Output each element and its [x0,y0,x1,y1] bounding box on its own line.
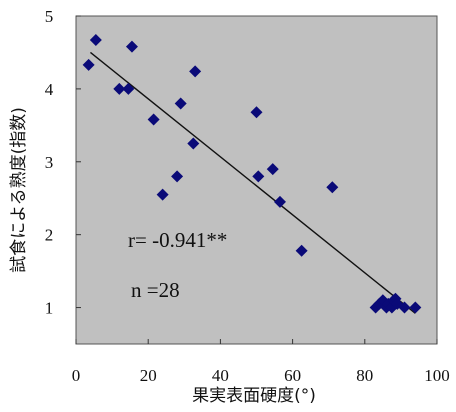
x-tick-label: 20 [140,366,157,385]
x-tick-label: 80 [356,366,373,385]
y-tick-label: 1 [45,299,54,318]
data-point [409,301,422,314]
y-tick-label: 2 [45,226,54,245]
data-point [122,82,135,95]
data-point [125,40,138,53]
data-point [174,97,187,110]
data-point [189,65,202,78]
data-point [273,195,286,208]
data-point [147,113,160,126]
x-axis-ticks: 0 20 40 60 80 100 [72,339,450,385]
data-point [89,34,102,47]
data-point [156,188,169,201]
data-points [82,34,422,314]
data-point [252,170,265,183]
data-point [266,163,279,176]
sample-size-annotation: n =28 [131,278,180,302]
x-tick-label: 40 [212,366,229,385]
y-tick-label: 3 [45,153,54,172]
data-point [187,137,200,150]
data-point [171,170,184,183]
x-axis-title: 果実表面硬度(°) [192,386,316,406]
data-point [113,82,126,95]
x-tick-label: 100 [424,366,450,385]
data-point [295,244,308,257]
data-point [82,58,95,71]
y-axis-title: 試食による熟度(指数) [8,107,29,273]
data-point [398,301,411,314]
x-tick-label: 0 [72,366,81,385]
x-tick-label: 60 [284,366,301,385]
data-point [326,181,339,194]
correlation-annotation: r= -0.941** [128,228,227,252]
y-tick-label: 5 [45,7,54,26]
y-tick-label: 4 [45,80,54,99]
y-axis-ticks: 1 2 3 4 5 [45,7,81,318]
data-point [250,106,263,119]
trend-line [90,51,416,314]
